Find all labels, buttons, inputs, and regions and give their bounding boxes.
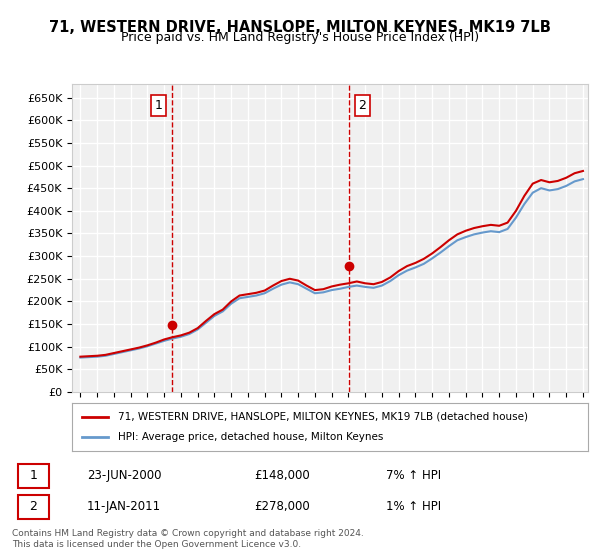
Text: 1% ↑ HPI: 1% ↑ HPI bbox=[386, 500, 442, 514]
Text: 1: 1 bbox=[155, 99, 163, 112]
FancyBboxPatch shape bbox=[18, 464, 49, 488]
Text: 1: 1 bbox=[29, 469, 37, 483]
Text: £148,000: £148,000 bbox=[254, 469, 310, 483]
Text: 71, WESTERN DRIVE, HANSLOPE, MILTON KEYNES, MK19 7LB (detached house): 71, WESTERN DRIVE, HANSLOPE, MILTON KEYN… bbox=[118, 412, 529, 422]
Text: 7% ↑ HPI: 7% ↑ HPI bbox=[386, 469, 442, 483]
Text: £278,000: £278,000 bbox=[254, 500, 310, 514]
Text: 71, WESTERN DRIVE, HANSLOPE, MILTON KEYNES, MK19 7LB: 71, WESTERN DRIVE, HANSLOPE, MILTON KEYN… bbox=[49, 20, 551, 35]
Text: 2: 2 bbox=[29, 500, 37, 514]
Text: 2: 2 bbox=[358, 99, 366, 112]
FancyBboxPatch shape bbox=[18, 494, 49, 519]
Text: Contains HM Land Registry data © Crown copyright and database right 2024.
This d: Contains HM Land Registry data © Crown c… bbox=[12, 529, 364, 549]
Text: Price paid vs. HM Land Registry's House Price Index (HPI): Price paid vs. HM Land Registry's House … bbox=[121, 31, 479, 44]
Text: HPI: Average price, detached house, Milton Keynes: HPI: Average price, detached house, Milt… bbox=[118, 432, 384, 442]
Text: 11-JAN-2011: 11-JAN-2011 bbox=[87, 500, 161, 514]
Text: 23-JUN-2000: 23-JUN-2000 bbox=[87, 469, 161, 483]
